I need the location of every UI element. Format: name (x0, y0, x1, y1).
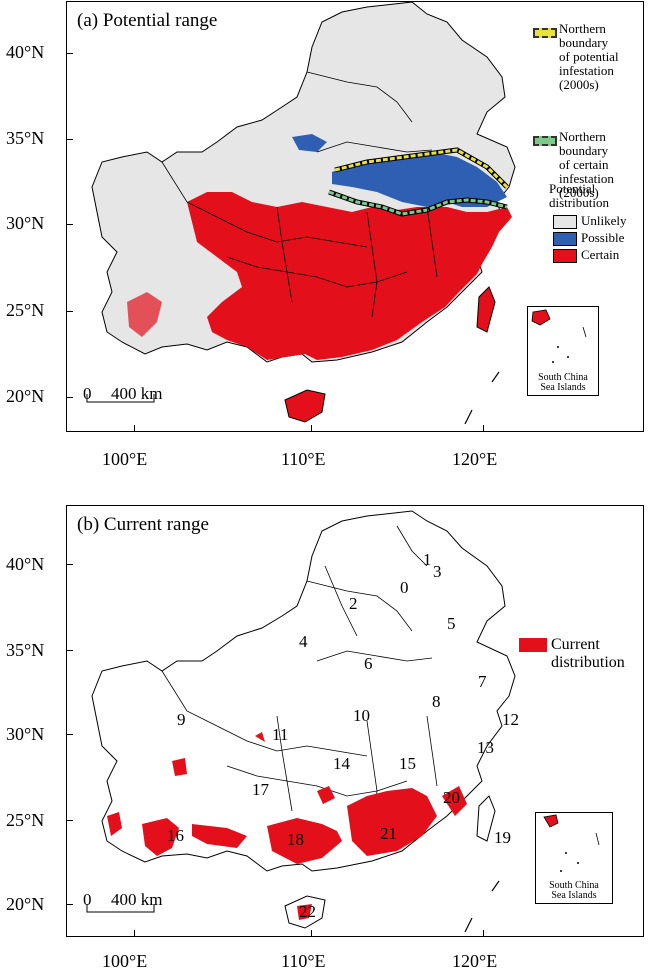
lon-label-120e: 120°E (452, 951, 498, 971)
legend-potential-boundary-swatch (533, 28, 557, 38)
lon-label-100e: 100°E (102, 449, 148, 469)
lat-label-30n: 30°N (6, 213, 45, 233)
taiwan-island (476, 286, 496, 333)
legend-current-distribution-label: Current distribution (551, 636, 625, 671)
lat-label-40n: 40°N (6, 554, 45, 574)
legend-certain-boundary-swatch (533, 136, 557, 146)
legend-potential-boundary-label: Northern boundary of potential infestati… (559, 21, 619, 92)
province-number: 9 (177, 710, 186, 729)
province-number: 22 (299, 902, 316, 921)
lat-label-40n: 40°N (6, 42, 45, 62)
legend-unlikely-swatch (553, 215, 577, 229)
province-number: 14 (333, 754, 350, 773)
current-distribution-patches (107, 732, 467, 864)
lat-label-35n: 35°N (6, 128, 45, 148)
legend-title: Potential distribution (549, 181, 609, 210)
province-number: 3 (433, 562, 442, 581)
province-number: 16 (167, 826, 184, 845)
legend-certain-label: Certain (581, 247, 620, 262)
province-number: 4 (299, 632, 308, 651)
lat-label-20n: 20°N (6, 386, 45, 406)
taiwan-island (476, 795, 496, 842)
province-number: 5 (447, 614, 456, 633)
lat-label-30n: 30°N (6, 724, 45, 744)
legend-possible-label: Possible (581, 230, 625, 245)
possible-distribution-area (332, 152, 507, 207)
province-number: 17 (252, 780, 269, 799)
inset-map (543, 814, 600, 872)
province-number: 12 (502, 710, 519, 729)
panel-title: (b) Current range (77, 514, 209, 535)
lat-label-20n: 20°N (6, 894, 45, 914)
lon-label-110e: 110°E (281, 951, 326, 971)
lon-label-120e: 120°E (452, 449, 498, 469)
lon-label-110e: 110°E (281, 449, 326, 469)
legend-possible-swatch (553, 232, 577, 246)
inset-map (531, 309, 587, 363)
south-china-sea-inset: South China Sea Islands (527, 306, 599, 396)
scale-bar-label: 400 km (111, 890, 163, 909)
potential-range-map (67, 2, 516, 431)
scale-bar-zero: 0 (83, 890, 92, 909)
scale-bar-label: 400 km (111, 384, 163, 403)
scale-bar-zero: 0 (83, 384, 92, 403)
province-number: 13 (477, 738, 494, 757)
province-number: 2 (349, 594, 358, 613)
lat-label-25n: 25°N (6, 810, 45, 830)
certain-distribution-west (127, 292, 162, 337)
province-number: 20 (443, 788, 460, 807)
province-number: 19 (494, 828, 511, 847)
province-number: 1 (423, 550, 432, 569)
province-number: 11 (272, 725, 289, 744)
possible-distribution-north (292, 134, 327, 152)
current-range-map-panel: (b) Current range 0 1 2 3 4 5 6 7 8 10 1… (66, 505, 644, 937)
south-china-sea-inset: South China Sea Islands (535, 812, 613, 904)
province-number: 0 (400, 578, 409, 597)
lon-label-100e: 100°E (102, 951, 148, 971)
inset-label: South China Sea Islands (549, 880, 599, 901)
legend-current-distribution-swatch (519, 638, 547, 652)
lat-label-35n: 35°N (6, 640, 45, 660)
province-number: 15 (399, 754, 416, 773)
potential-range-map-panel: (a) Potential range Northern boundary of… (66, 1, 644, 432)
lat-label-25n: 25°N (6, 300, 45, 320)
scale-bar (86, 904, 155, 913)
legend-unlikely-label: Unlikely (581, 213, 627, 228)
province-number: 6 (364, 654, 373, 673)
scale-bar (86, 394, 155, 403)
legend-certain-boundary-label: Northern boundary of certain infestation… (559, 129, 614, 200)
province-number: 7 (478, 672, 487, 691)
province-borders (161, 71, 438, 318)
province-number: 10 (353, 706, 370, 725)
province-number: 8 (432, 692, 441, 711)
province-number: 18 (287, 830, 304, 849)
inset-label: South China Sea Islands (538, 372, 588, 393)
current-range-map (67, 510, 516, 936)
hainan-island (284, 389, 326, 423)
panel-title: (a) Potential range (77, 10, 218, 31)
china-landmass (91, 510, 516, 872)
province-number: 21 (380, 824, 397, 843)
legend-certain-swatch (553, 249, 577, 263)
